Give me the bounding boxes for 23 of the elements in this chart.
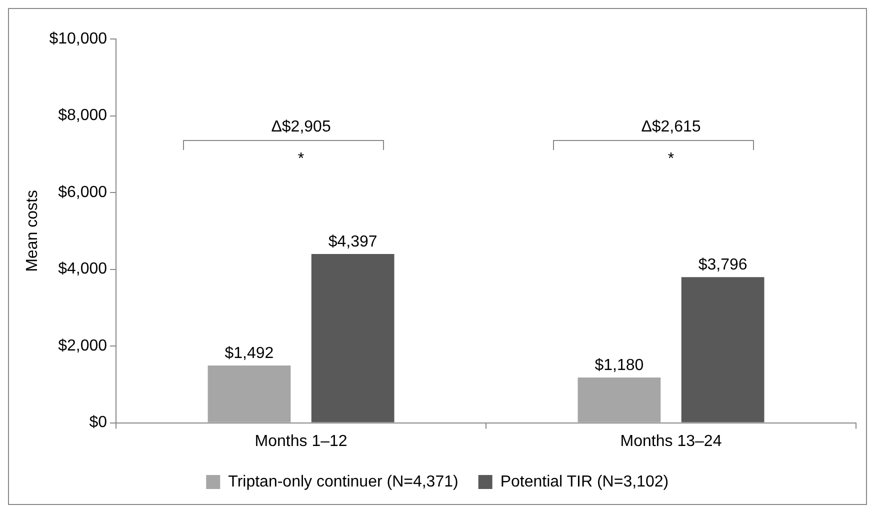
bar xyxy=(681,277,764,422)
annotation: Δ$2,905 xyxy=(271,118,331,136)
y-tick-label: $2,000 xyxy=(58,337,108,354)
data-label: $1,180 xyxy=(594,356,644,374)
legend-label: Triptan-only continuer (N=4,371) xyxy=(228,473,458,490)
y-tick-label: $6,000 xyxy=(58,184,108,201)
y-tick-label: $10,000 xyxy=(49,30,108,48)
bar xyxy=(311,254,394,422)
annotation: * xyxy=(668,150,674,168)
data-label: $4,397 xyxy=(328,233,378,250)
annotation: * xyxy=(298,150,304,168)
x-tick-label: Months 1–12 xyxy=(254,432,348,450)
y-axis-title: Mean costs xyxy=(24,190,42,272)
x-tick-label: Months 13–24 xyxy=(620,432,722,450)
legend-label: Potential TIR (N=3,102) xyxy=(500,473,669,490)
bar xyxy=(208,366,291,422)
bar xyxy=(578,378,661,422)
data-label: $1,492 xyxy=(224,344,274,362)
y-tick-label: $0 xyxy=(89,414,108,432)
data-label: $3,796 xyxy=(698,256,748,274)
y-tick-label: $8,000 xyxy=(58,107,108,124)
annotation: Δ$2,615 xyxy=(641,118,701,136)
y-tick-label: $4,000 xyxy=(58,260,108,278)
